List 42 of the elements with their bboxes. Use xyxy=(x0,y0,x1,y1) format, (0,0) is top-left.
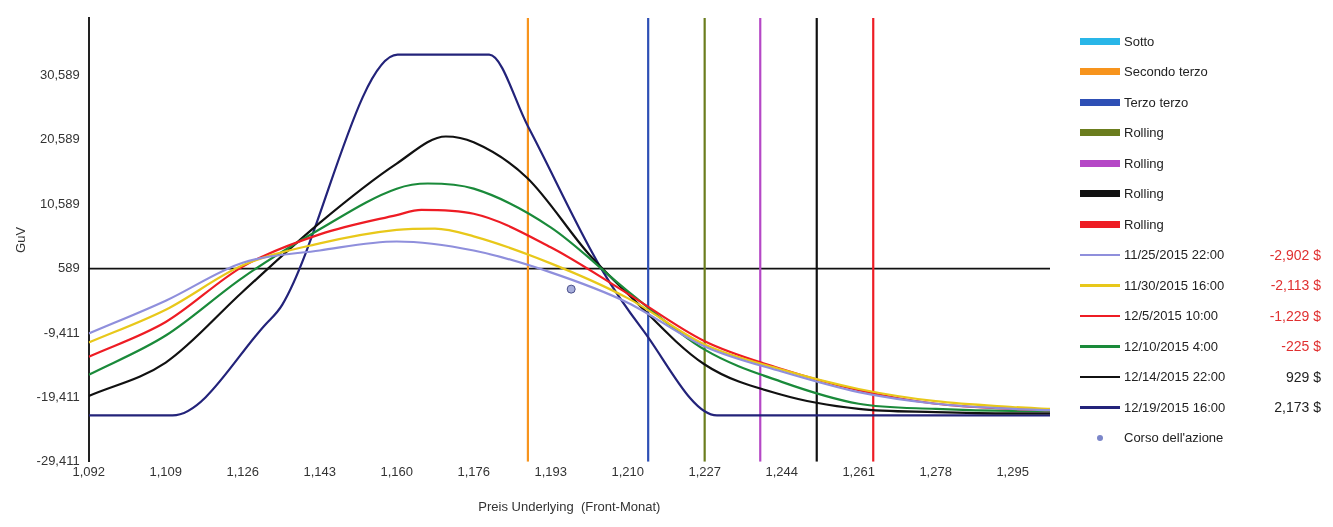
legend-label: Sotto xyxy=(1124,33,1155,49)
legend-label: 12/14/2015 22:00 xyxy=(1124,369,1226,385)
text: 929 $ xyxy=(1284,368,1321,385)
x-tick-label: 1,193 xyxy=(534,464,567,480)
x-tick-label: 1,109 xyxy=(149,464,182,480)
line-series xyxy=(88,53,1050,417)
x-tick-label: 1,160 xyxy=(380,464,413,480)
legend-label: Terzo terzo xyxy=(1124,94,1189,110)
legend-label: 12/5/2015 10:00 xyxy=(1124,308,1218,324)
y-tick-label: 30,589 xyxy=(39,66,80,82)
x-tick-label: 1,210 xyxy=(611,464,644,480)
y-axis-title: GuV xyxy=(13,226,29,253)
x-tick-label: 1,278 xyxy=(919,464,952,480)
x-tick-label: 1,295 xyxy=(996,464,1029,480)
legend-label: Secondo terzo xyxy=(1124,64,1208,80)
y-tick-label: 589 xyxy=(58,260,80,276)
x-tick-label: 1,092 xyxy=(72,464,105,480)
legend-label: Rolling xyxy=(1124,216,1164,232)
legend-label: 11/25/2015 22:00 xyxy=(1124,247,1225,263)
text: -225 $ xyxy=(1280,338,1321,355)
x-tick-label: 1,126 xyxy=(226,464,259,480)
text: -2,113 $ xyxy=(1269,277,1321,294)
y-tick-label: 10,589 xyxy=(39,195,80,211)
x-tick-label: 1,176 xyxy=(457,464,490,480)
x-tick-label: 1,143 xyxy=(303,464,336,480)
text: 2,173 $ xyxy=(1273,399,1321,416)
x-tick-label: 1,244 xyxy=(765,464,798,480)
legend-label: 11/30/2015 16:00 xyxy=(1124,277,1225,293)
x-tick-label: 1,227 xyxy=(688,464,721,480)
legend-label: 12/19/2015 16:00 xyxy=(1124,399,1226,415)
x-axis-title: Preis Underlying (Front-Monat) xyxy=(478,498,661,514)
legend-label: 12/10/2015 4:00 xyxy=(1124,338,1218,354)
y-tick-label: -19,411 xyxy=(36,388,80,404)
text: -2,902 $ xyxy=(1268,246,1321,263)
legend-label: Rolling xyxy=(1124,155,1164,171)
y-tick-label: 20,589 xyxy=(39,131,80,147)
legend-label: Rolling xyxy=(1124,186,1164,202)
text: -1,229 $ xyxy=(1268,307,1321,324)
y-tick-label: -9,411 xyxy=(43,324,80,340)
x-tick-label: 1,261 xyxy=(842,464,875,480)
legend-label: Rolling xyxy=(1124,125,1164,141)
legend-label: Corso dell'azione xyxy=(1124,430,1224,446)
